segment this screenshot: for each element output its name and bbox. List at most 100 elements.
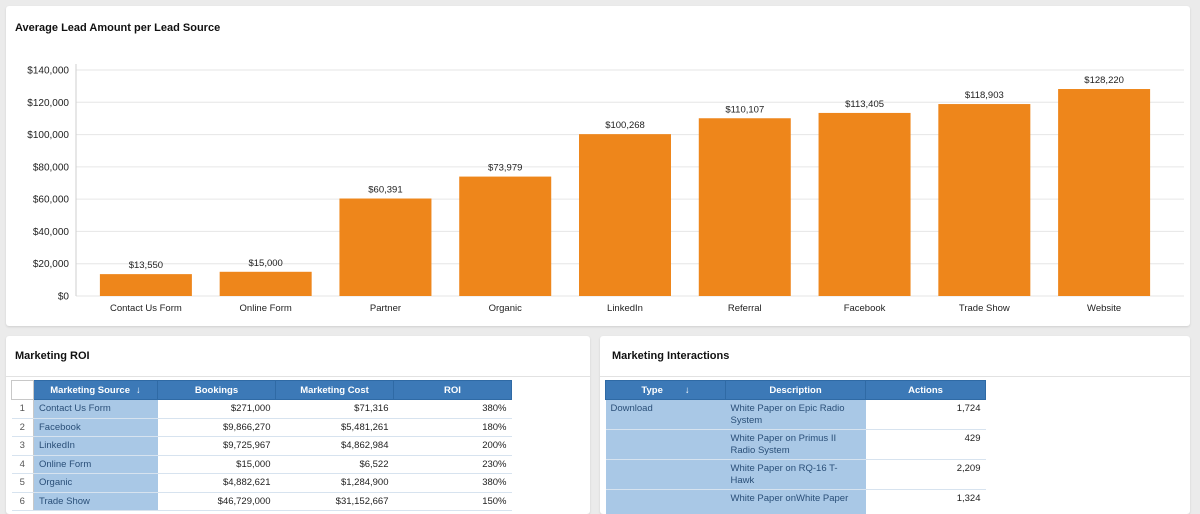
table-row[interactable]: 3 LinkedIn $9,725,967 $4,862,984 200% [11,436,512,456]
marketing-cost-cell[interactable]: $31,152,667 [275,492,394,511]
marketing-roi-table: Marketing Source ↓ Bookings Marketing Cos… [11,380,512,511]
table-row[interactable]: 1 Contact Us Form $271,000 $71,316 380% [11,399,512,419]
type-cell[interactable] [605,459,726,490]
row-index[interactable]: 1 [11,399,34,419]
marketing-source-cell[interactable]: Facebook [33,418,158,437]
table-row[interactable]: 4 Online Form $15,000 $6,522 230% [11,455,512,474]
bar [1058,89,1151,296]
sort-down-icon[interactable]: ↓ [135,384,141,396]
col-header-bookings[interactable]: Bookings [157,380,276,400]
x-tick-label: Organic [489,303,523,314]
row-index[interactable]: 4 [11,455,34,474]
roi-cell[interactable]: 380% [393,399,512,419]
bookings-cell[interactable]: $9,725,967 [157,436,276,456]
col-header-roi[interactable]: ROI [393,380,512,400]
table-row[interactable]: 2 Facebook $9,866,270 $5,481,261 180% [11,418,512,437]
roi-cell[interactable]: 200% [393,436,512,456]
data-label: $118,903 [965,90,1004,101]
marketing-cost-cell[interactable]: $6,522 [275,455,394,474]
x-tick-label: Partner [370,303,401,314]
table-row[interactable]: White Paper onWhite Paper 1,324 [605,489,986,514]
bar [219,271,312,296]
type-cell[interactable] [605,429,726,460]
actions-cell[interactable]: 1,324 [865,489,986,514]
data-label: $13,550 [129,260,163,271]
actions-cell[interactable]: 429 [865,429,986,460]
bookings-cell[interactable]: $9,866,270 [157,418,276,437]
marketing-source-cell[interactable]: Online Form [33,455,158,474]
marketing-interactions-title: Marketing Interactions [612,350,730,362]
marketing-source-cell[interactable]: Organic [33,473,158,493]
marketing-interactions-panel: Marketing Interactions Type ↓ Description… [600,336,1190,514]
marketing-source-cell[interactable]: LinkedIn [33,436,158,456]
y-tick-label: $40,000 [33,227,70,238]
data-label: $15,000 [248,258,282,269]
bar [938,104,1031,297]
table-row[interactable]: White Paper on RQ-16 T-Hawk 2,209 [605,459,986,490]
marketing-roi-title: Marketing ROI [15,350,90,362]
marketing-cost-cell[interactable]: $1,284,900 [275,473,394,493]
x-tick-label: Trade Show [959,303,1010,314]
type-cell[interactable]: Download [605,399,726,430]
data-label: $100,268 [605,120,645,131]
col-header-type[interactable]: Type ↓ [605,380,726,400]
bookings-cell[interactable]: $4,882,621 [157,473,276,493]
marketing-roi-panel: Marketing ROI Marketing Source ↓ Bookings… [6,336,590,514]
table-row[interactable]: 6 Trade Show $46,729,000 $31,152,667 150% [11,492,512,511]
row-index[interactable]: 3 [11,436,34,456]
data-label: $73,979 [488,163,522,174]
col-header-marketing-cost[interactable]: Marketing Cost [275,380,394,400]
row-index[interactable]: 5 [11,473,34,493]
x-tick-label: LinkedIn [607,303,643,314]
bar [99,274,192,296]
type-cell[interactable] [605,489,726,514]
description-cell[interactable]: White Paper on RQ-16 T-Hawk [725,459,866,490]
y-tick-label: $80,000 [33,162,70,173]
chart-title: Average Lead Amount per Lead Source [15,22,221,34]
bookings-cell[interactable]: $46,729,000 [157,492,276,511]
bar [698,118,791,296]
table-row[interactable]: White Paper on Primus II Radio System 429 [605,429,986,460]
marketing-cost-cell[interactable]: $5,481,261 [275,418,394,437]
bar [579,134,671,296]
actions-cell[interactable]: 2,209 [865,459,986,490]
divider [6,376,590,377]
table-row[interactable]: Download White Paper on Epic Radio System… [605,399,986,430]
y-tick-label: $20,000 [33,259,70,270]
x-tick-label: Contact Us Form [110,303,182,314]
bookings-cell[interactable]: $271,000 [157,399,276,419]
roi-cell[interactable]: 230% [393,455,512,474]
marketing-cost-cell[interactable]: $71,316 [275,399,394,419]
row-index[interactable]: 2 [11,418,34,437]
col-header-description[interactable]: Description [725,380,866,400]
col-header-marketing-source[interactable]: Marketing Source ↓ [33,380,158,400]
data-label: $113,405 [845,99,884,110]
roi-cell[interactable]: 180% [393,418,512,437]
row-index[interactable]: 6 [11,492,34,511]
y-tick-label: $120,000 [27,98,69,109]
bar-chart: $0 $20,000 $40,000 $60,000 $80,000 $100,000 $1… [27,64,1184,314]
roi-cell[interactable]: 380% [393,473,512,493]
x-tick-label: Website [1087,303,1121,314]
data-label: $110,107 [725,104,764,115]
actions-cell[interactable]: 1,724 [865,399,986,430]
marketing-cost-cell[interactable]: $4,862,984 [275,436,394,456]
description-cell[interactable]: White Paper onWhite Paper [725,489,866,514]
col-header-actions[interactable]: Actions [865,380,986,400]
corner-header [11,380,34,400]
bar [459,176,552,296]
description-cell[interactable]: White Paper on Epic Radio System [725,399,866,430]
sort-down-icon[interactable]: ↓ [684,384,690,396]
marketing-source-cell[interactable]: Trade Show [33,492,158,511]
x-tick-label: Facebook [844,303,886,314]
y-tick-label: $0 [58,292,70,303]
bookings-cell[interactable]: $15,000 [157,455,276,474]
bar [818,112,911,296]
y-tick-label: $140,000 [27,66,69,77]
bar [339,198,432,296]
marketing-source-cell[interactable]: Contact Us Form [33,399,158,419]
description-cell[interactable]: White Paper on Primus II Radio System [725,429,866,460]
chart-panel: Average Lead Amount per Lead Source $0 $2… [6,6,1190,326]
table-row[interactable]: 5 Organic $4,882,621 $1,284,900 380% [11,473,512,493]
roi-cell[interactable]: 150% [393,492,512,511]
